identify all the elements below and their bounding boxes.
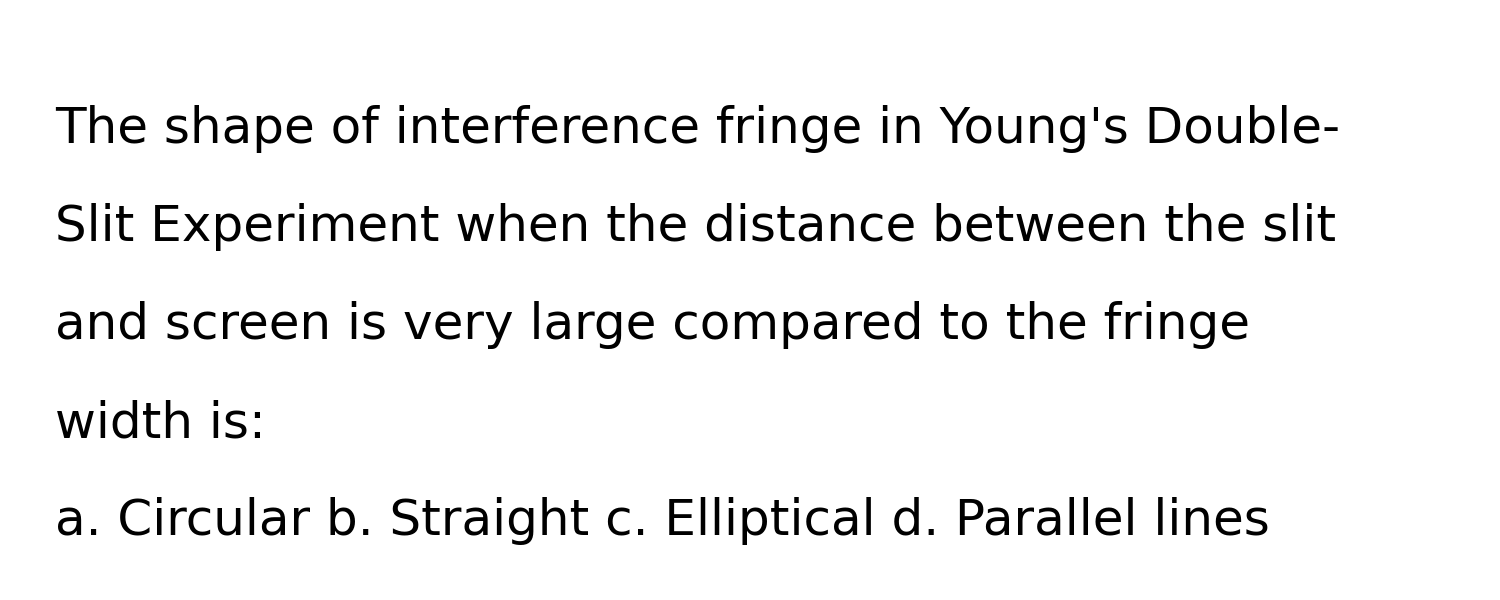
Text: width is:: width is: <box>56 399 266 447</box>
Text: a. Circular b. Straight c. Elliptical d. Parallel lines: a. Circular b. Straight c. Elliptical d.… <box>56 497 1270 545</box>
Text: Slit Experiment when the distance between the slit: Slit Experiment when the distance betwee… <box>56 203 1336 251</box>
Text: The shape of interference fringe in Young's Double-: The shape of interference fringe in Youn… <box>56 105 1340 153</box>
Text: and screen is very large compared to the fringe: and screen is very large compared to the… <box>56 301 1250 349</box>
